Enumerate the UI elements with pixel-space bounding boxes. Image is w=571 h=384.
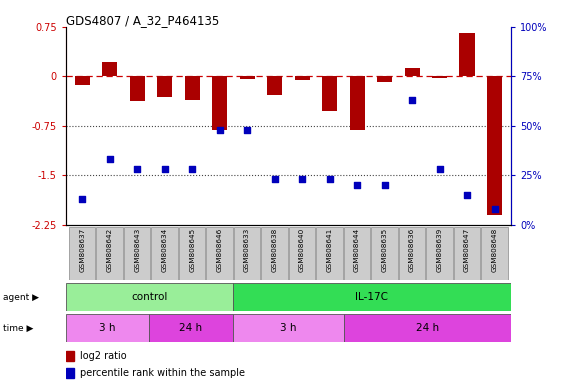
Bar bbox=[399, 227, 425, 280]
Bar bbox=[124, 227, 150, 280]
Bar bbox=[460, 33, 475, 76]
Point bbox=[380, 182, 389, 188]
Point bbox=[132, 166, 142, 172]
Bar bbox=[157, 76, 172, 98]
Bar bbox=[404, 68, 420, 76]
Point bbox=[105, 156, 114, 162]
Text: time ▶: time ▶ bbox=[3, 323, 33, 333]
Point bbox=[352, 182, 361, 188]
Text: 3 h: 3 h bbox=[99, 323, 116, 333]
Text: GSM808636: GSM808636 bbox=[409, 228, 415, 272]
Bar bbox=[130, 76, 144, 101]
Text: GSM808643: GSM808643 bbox=[134, 228, 140, 272]
Bar bbox=[481, 227, 508, 280]
Text: GSM808635: GSM808635 bbox=[381, 228, 388, 272]
Bar bbox=[289, 227, 315, 280]
Text: GSM808637: GSM808637 bbox=[79, 228, 85, 272]
Point bbox=[490, 206, 499, 212]
Bar bbox=[66, 314, 149, 342]
Bar bbox=[66, 283, 233, 311]
Text: GSM808641: GSM808641 bbox=[327, 228, 332, 272]
Point bbox=[187, 166, 196, 172]
Bar bbox=[344, 314, 511, 342]
Point bbox=[325, 176, 334, 182]
Text: GSM808646: GSM808646 bbox=[216, 228, 223, 272]
Bar bbox=[233, 314, 344, 342]
Text: GSM808634: GSM808634 bbox=[162, 228, 168, 272]
Text: percentile rank within the sample: percentile rank within the sample bbox=[80, 368, 245, 378]
Text: IL-17C: IL-17C bbox=[355, 292, 388, 302]
Bar bbox=[212, 76, 227, 131]
Bar bbox=[234, 227, 260, 280]
Point bbox=[463, 192, 472, 198]
Point bbox=[408, 97, 417, 103]
Bar bbox=[66, 351, 74, 361]
Text: GSM808647: GSM808647 bbox=[464, 228, 470, 272]
Bar bbox=[184, 76, 200, 100]
Text: control: control bbox=[131, 292, 167, 302]
Bar bbox=[427, 227, 453, 280]
Point bbox=[297, 176, 307, 182]
Text: log2 ratio: log2 ratio bbox=[80, 351, 127, 361]
Bar bbox=[344, 227, 370, 280]
Bar bbox=[377, 76, 392, 81]
Text: agent ▶: agent ▶ bbox=[3, 293, 39, 302]
Bar bbox=[487, 76, 502, 215]
Bar bbox=[96, 227, 123, 280]
Text: GSM808640: GSM808640 bbox=[299, 228, 305, 272]
Bar bbox=[151, 227, 178, 280]
Bar bbox=[454, 227, 480, 280]
Bar bbox=[240, 76, 255, 79]
Text: 3 h: 3 h bbox=[280, 323, 296, 333]
Point bbox=[215, 127, 224, 133]
Point bbox=[243, 127, 252, 133]
Text: GSM808648: GSM808648 bbox=[492, 228, 497, 272]
Point bbox=[78, 196, 87, 202]
Bar bbox=[102, 62, 117, 76]
Bar bbox=[66, 368, 74, 379]
Bar bbox=[262, 227, 288, 280]
Bar bbox=[149, 314, 233, 342]
Text: GSM808633: GSM808633 bbox=[244, 228, 250, 272]
Bar bbox=[179, 227, 206, 280]
Text: GSM808645: GSM808645 bbox=[189, 228, 195, 272]
Bar bbox=[371, 227, 398, 280]
Text: GSM808639: GSM808639 bbox=[437, 228, 443, 272]
Text: GSM808642: GSM808642 bbox=[107, 228, 112, 272]
Text: GDS4807 / A_32_P464135: GDS4807 / A_32_P464135 bbox=[66, 14, 219, 27]
Bar bbox=[69, 227, 95, 280]
Bar bbox=[75, 76, 90, 85]
Point bbox=[160, 166, 169, 172]
Text: 24 h: 24 h bbox=[179, 323, 203, 333]
Bar bbox=[267, 76, 282, 95]
Bar bbox=[207, 227, 233, 280]
Bar bbox=[316, 227, 343, 280]
Text: GSM808638: GSM808638 bbox=[272, 228, 278, 272]
Point bbox=[270, 176, 279, 182]
Bar bbox=[349, 76, 365, 131]
Bar bbox=[322, 76, 337, 111]
Text: 24 h: 24 h bbox=[416, 323, 439, 333]
Text: GSM808644: GSM808644 bbox=[354, 228, 360, 272]
Point bbox=[435, 166, 444, 172]
Bar bbox=[233, 283, 511, 311]
Bar bbox=[295, 76, 309, 80]
Bar bbox=[432, 76, 447, 78]
